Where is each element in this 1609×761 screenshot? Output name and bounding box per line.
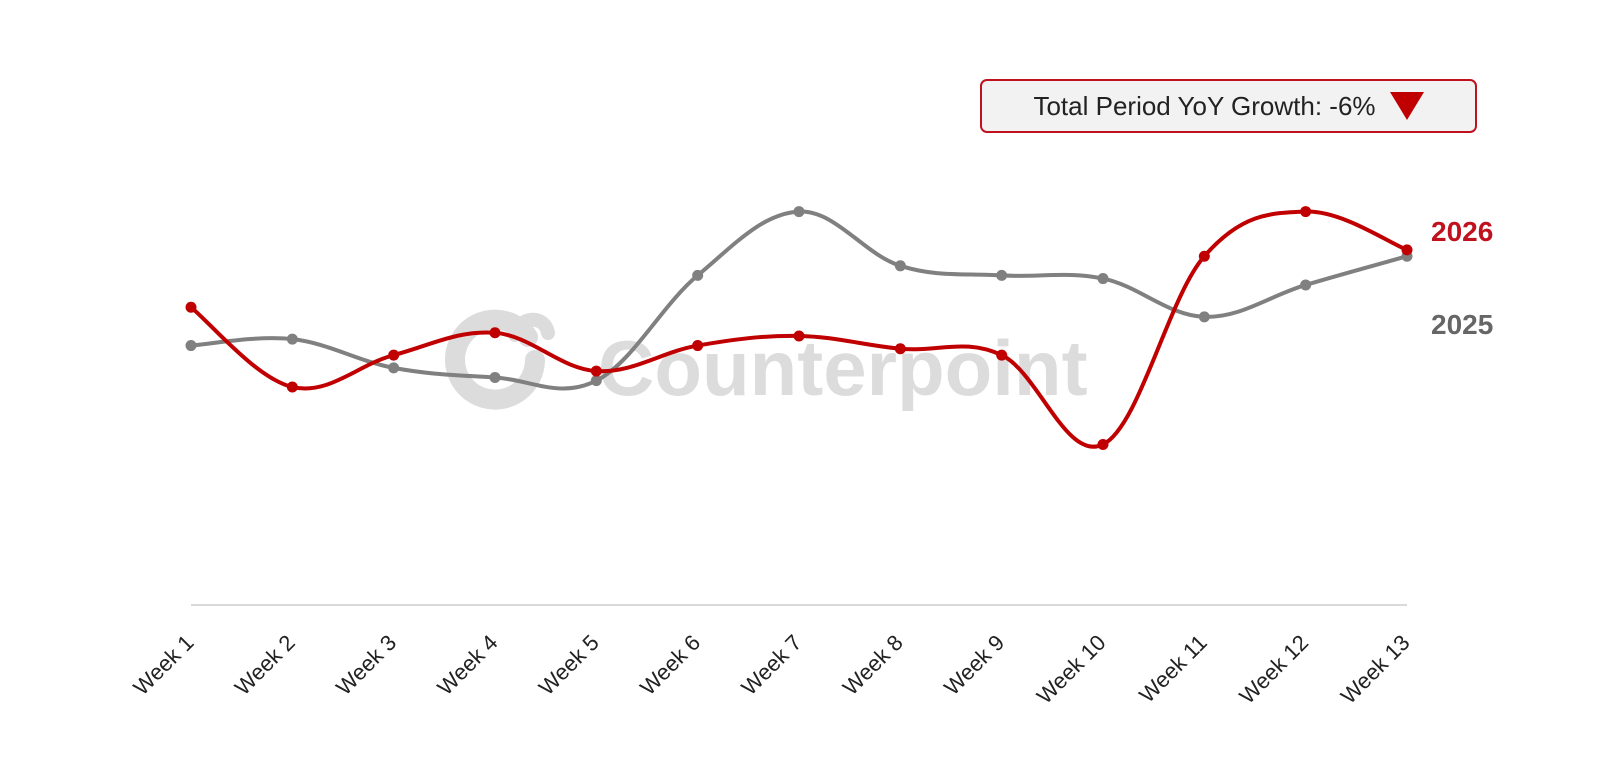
x-tick-label: Week 10 <box>1032 630 1111 709</box>
counterpoint-logo-icon <box>445 309 555 410</box>
series-2025-point-6 <box>692 269 704 281</box>
series-2026-point-9 <box>996 349 1008 361</box>
x-tick-label: Week 8 <box>838 630 908 700</box>
series-2026-point-4 <box>489 327 501 339</box>
series-2026-point-10 <box>1097 438 1109 450</box>
x-tick-label: Week 9 <box>939 630 1009 700</box>
series-2025-point-8 <box>894 260 906 272</box>
series-2025-point-9 <box>996 269 1008 281</box>
x-tick-label: Week 6 <box>635 630 705 700</box>
series-2026-point-1 <box>185 301 197 313</box>
series-2025-point-7 <box>793 206 805 218</box>
x-tick-label: Week 13 <box>1336 630 1415 709</box>
series-2026-point-11 <box>1198 250 1210 262</box>
x-tick-label: Week 12 <box>1234 630 1313 709</box>
series-label-2025: 2025 <box>1431 309 1493 340</box>
x-tick-label: Week 11 <box>1134 630 1212 708</box>
series-2025-point-2 <box>286 333 298 345</box>
series-2026-point-2 <box>286 381 298 393</box>
down-triangle-icon <box>1389 92 1424 120</box>
series-2026-point-13 <box>1401 244 1413 256</box>
series-2025-point-12 <box>1300 279 1312 291</box>
yoy-growth-text: Total Period YoY Growth: -6% <box>1033 90 1376 121</box>
watermark: Counterpoint <box>445 309 1088 412</box>
watermark-text: Counterpoint <box>598 324 1088 412</box>
x-tick-label: Week 5 <box>534 630 604 700</box>
x-tick-label: Week 4 <box>432 630 502 700</box>
yoy-growth-callout: Total Period YoY Growth: -6% <box>980 79 1477 133</box>
series-2025-point-5 <box>590 375 602 387</box>
series-2025-point-1 <box>185 340 197 352</box>
series-2026-point-6 <box>692 340 704 352</box>
x-tick-label: Week 3 <box>331 630 401 700</box>
series-layer <box>185 206 1413 450</box>
series-labels: 2026 2025 <box>1431 216 1493 340</box>
series-label-2026: 2026 <box>1431 216 1493 247</box>
series-2026-point-5 <box>590 365 602 377</box>
series-2025-point-11 <box>1198 311 1210 323</box>
series-2026-point-7 <box>793 330 805 342</box>
series-2025-point-3 <box>388 362 400 374</box>
series-2025 <box>185 206 1413 391</box>
series-2026-point-8 <box>894 343 906 355</box>
series-2025-point-10 <box>1097 273 1109 285</box>
x-tick-label: Week 7 <box>736 630 806 700</box>
x-tick-labels: Week 1 Week 2 Week 3 Week 4 Week 5 Week 6 Week… <box>128 630 1414 709</box>
series-2026 <box>185 206 1413 450</box>
series-2026-point-3 <box>388 349 400 361</box>
series-2026-point-12 <box>1300 206 1312 218</box>
x-tick-label: Week 1 <box>128 630 198 700</box>
series-2025-point-4 <box>489 371 501 383</box>
x-tick-label: Week 2 <box>230 630 300 700</box>
